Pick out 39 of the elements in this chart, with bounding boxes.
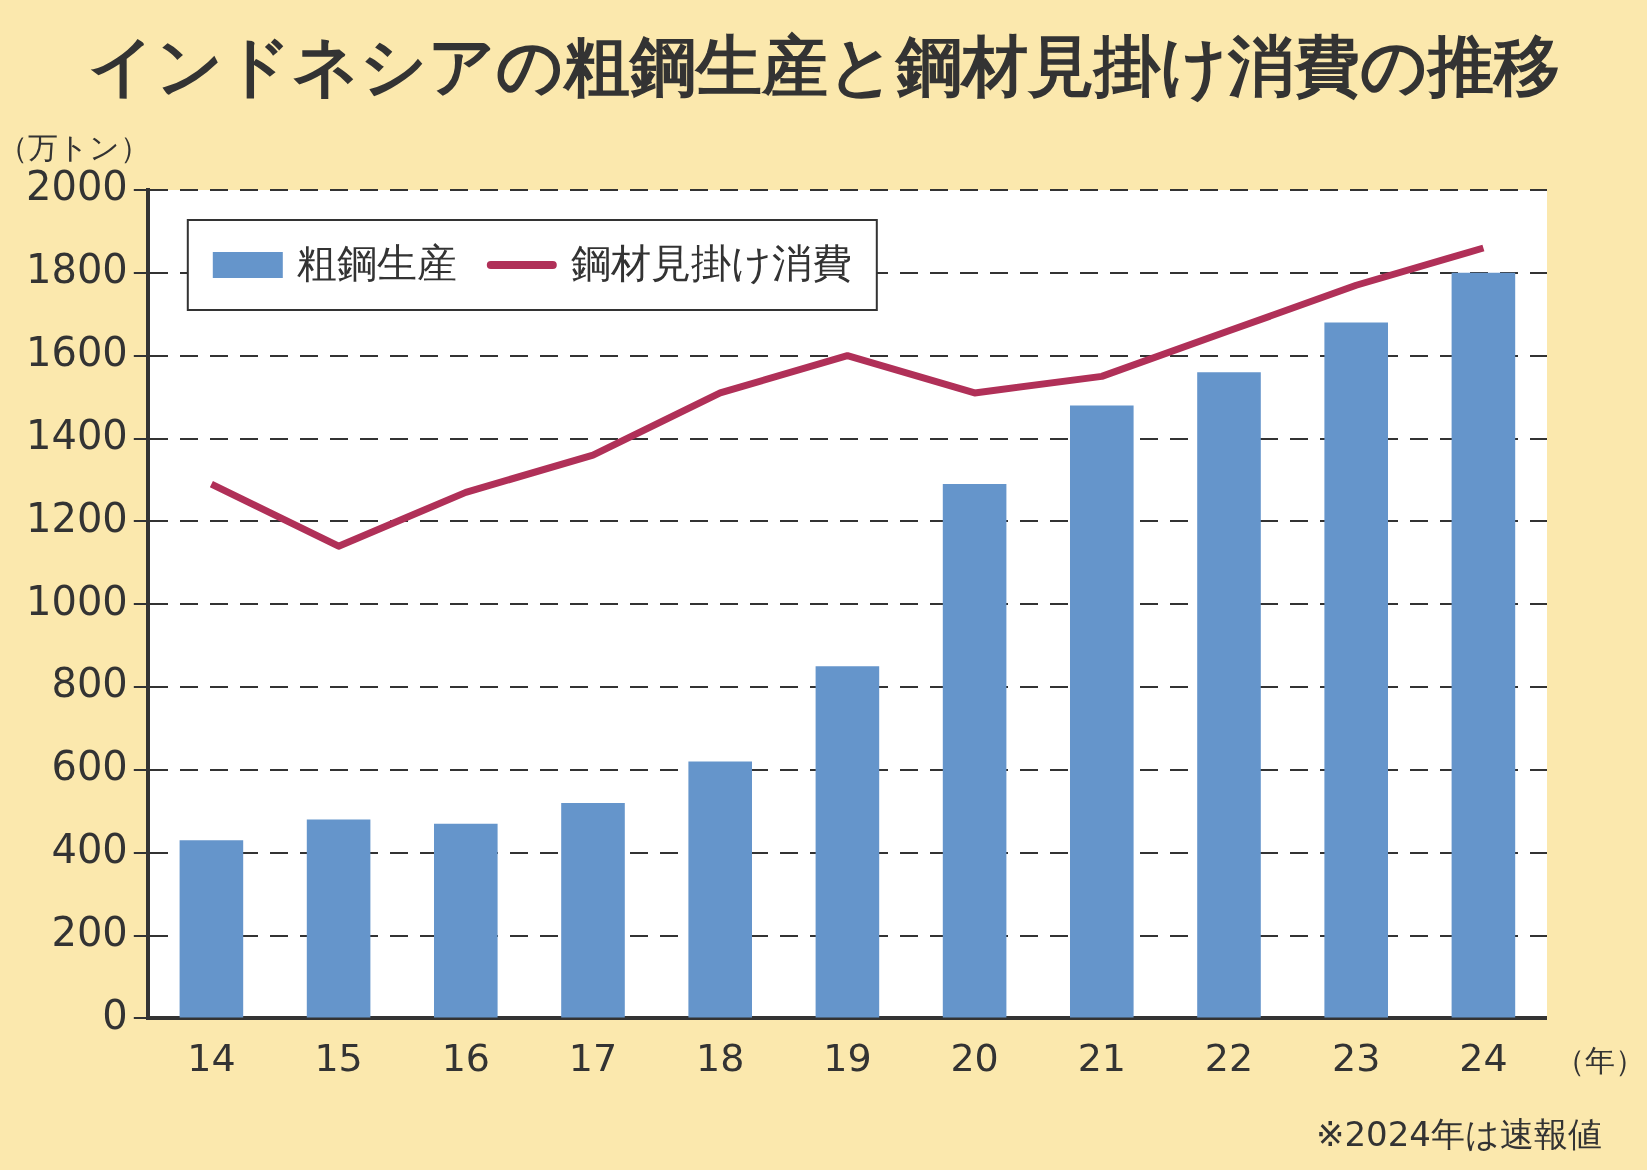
y-tick-label: 200 xyxy=(51,908,128,955)
x-tick-label: 17 xyxy=(568,1036,618,1081)
legend-label: 鋼材見掛け消費 xyxy=(570,240,852,287)
x-tick-label: 24 xyxy=(1459,1036,1508,1081)
y-tick-label: 600 xyxy=(51,743,128,790)
y-tick-label: 1000 xyxy=(26,577,128,624)
bar xyxy=(688,761,752,1018)
x-tick-label: 21 xyxy=(1077,1036,1126,1081)
chart-title: インドネシアの粗鋼生産と鋼材見掛け消費の推移 xyxy=(86,27,1561,107)
x-tick-label: 18 xyxy=(696,1036,745,1081)
x-tick-label: 15 xyxy=(314,1036,363,1081)
y-tick-label: 1200 xyxy=(26,494,128,541)
bar xyxy=(1197,372,1261,1018)
y-tick-label: 2000 xyxy=(26,163,128,210)
bar xyxy=(815,666,880,1018)
text: ※2024年は速報値 xyxy=(1315,1113,1602,1156)
x-tick-label: 14 xyxy=(187,1036,236,1081)
bar xyxy=(1451,272,1516,1018)
bar xyxy=(561,803,625,1018)
x-tick-label: 23 xyxy=(1332,1036,1381,1081)
x-tick-label: 22 xyxy=(1204,1036,1254,1081)
x-tick-label: 20 xyxy=(950,1036,999,1081)
bar xyxy=(306,819,371,1018)
legend-label: 粗鋼生産 xyxy=(296,240,457,287)
x-tick-label: 16 xyxy=(441,1036,490,1081)
y-tick-label: 800 xyxy=(51,660,128,707)
x-tick-label: 19 xyxy=(823,1036,872,1081)
bar xyxy=(942,484,1007,1018)
y-axis-title: （万トン） xyxy=(0,129,150,165)
y-tick-label: 1800 xyxy=(26,246,128,293)
bar xyxy=(179,840,244,1018)
y-tick-label: 1600 xyxy=(26,329,128,376)
y-tick-label: 400 xyxy=(51,826,128,873)
x-axis-title: （年） xyxy=(1555,1043,1645,1079)
bar xyxy=(434,823,498,1018)
y-tick-label: 1400 xyxy=(26,411,128,458)
bar xyxy=(1324,322,1388,1018)
y-tick-label: 0 xyxy=(102,991,128,1038)
bar xyxy=(1070,405,1134,1018)
